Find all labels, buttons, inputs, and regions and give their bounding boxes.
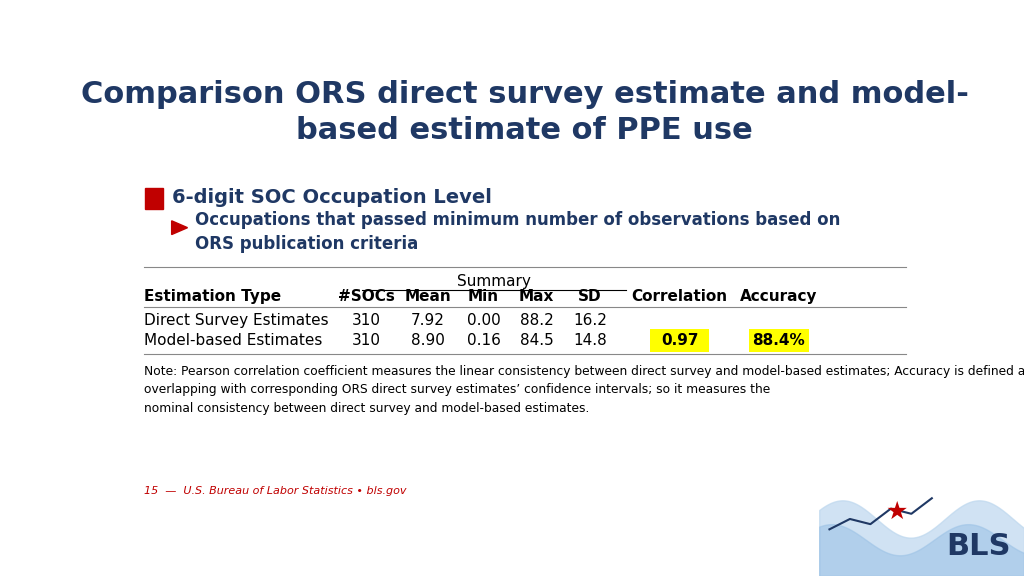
Text: 0.00: 0.00 bbox=[467, 313, 501, 328]
Text: 7.92: 7.92 bbox=[411, 313, 444, 328]
Text: Direct Survey Estimates: Direct Survey Estimates bbox=[143, 313, 329, 328]
Text: 88.2: 88.2 bbox=[520, 313, 554, 328]
Text: 310: 310 bbox=[351, 333, 381, 348]
Text: BLS: BLS bbox=[947, 532, 1011, 562]
FancyBboxPatch shape bbox=[650, 329, 710, 351]
Text: 310: 310 bbox=[351, 313, 381, 328]
Text: 0.16: 0.16 bbox=[467, 333, 501, 348]
Text: Estimation Type: Estimation Type bbox=[143, 289, 281, 304]
Polygon shape bbox=[172, 221, 187, 234]
Text: Correlation: Correlation bbox=[632, 289, 728, 304]
Text: Max: Max bbox=[519, 289, 554, 304]
Text: 8.90: 8.90 bbox=[411, 333, 444, 348]
Text: 16.2: 16.2 bbox=[573, 313, 607, 328]
Text: 15  —  U.S. Bureau of Labor Statistics • bls.gov: 15 — U.S. Bureau of Labor Statistics • b… bbox=[143, 486, 407, 496]
Text: Model-based Estimates: Model-based Estimates bbox=[143, 333, 323, 348]
Text: 88.4%: 88.4% bbox=[753, 333, 805, 348]
FancyBboxPatch shape bbox=[749, 329, 809, 351]
Text: Min: Min bbox=[468, 289, 499, 304]
Text: 14.8: 14.8 bbox=[573, 333, 607, 348]
Bar bbox=[145, 188, 163, 209]
Text: 0.97: 0.97 bbox=[660, 333, 698, 348]
Text: Note: Pearson correlation coefficient measures the linear consistency between di: Note: Pearson correlation coefficient me… bbox=[143, 365, 1024, 415]
Text: Mean: Mean bbox=[404, 289, 452, 304]
Text: ★: ★ bbox=[886, 500, 908, 524]
Text: Occupations that passed minimum number of observations based on
ORS publication : Occupations that passed minimum number o… bbox=[196, 211, 841, 253]
Text: #SOCs: #SOCs bbox=[338, 289, 394, 304]
Text: 84.5: 84.5 bbox=[520, 333, 554, 348]
Text: 6-digit SOC Occupation Level: 6-digit SOC Occupation Level bbox=[172, 188, 492, 207]
Text: Accuracy: Accuracy bbox=[740, 289, 817, 304]
Text: Summary: Summary bbox=[457, 274, 530, 289]
Text: Comparison ORS direct survey estimate and model-
based estimate of PPE use: Comparison ORS direct survey estimate an… bbox=[81, 80, 969, 145]
Text: SD: SD bbox=[579, 289, 602, 304]
